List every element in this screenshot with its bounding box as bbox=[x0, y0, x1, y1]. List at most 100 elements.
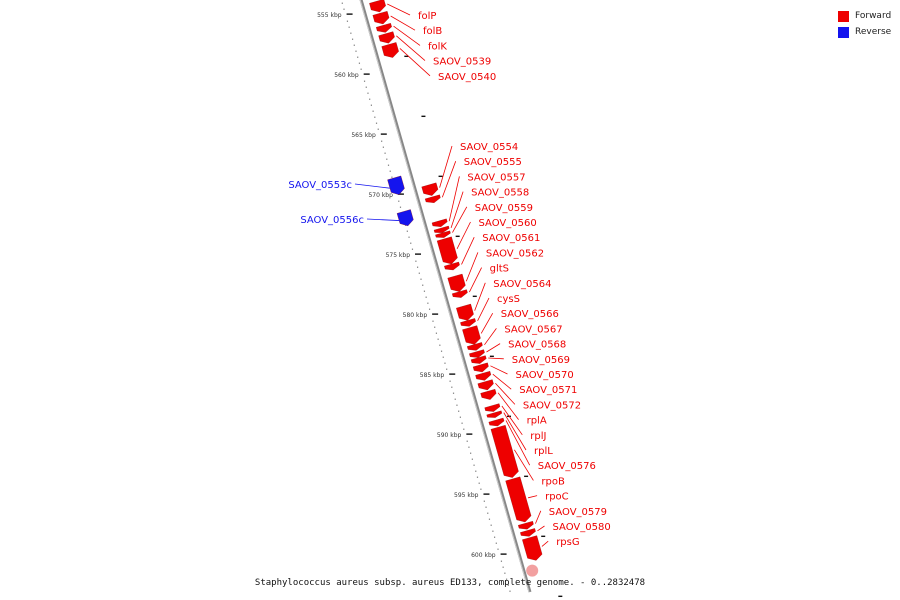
gene-arrow-saov_0560 bbox=[436, 236, 458, 265]
minor-tick bbox=[357, 56, 359, 58]
gene-arrow-saov_0554 bbox=[421, 182, 439, 196]
minor-tick bbox=[505, 578, 508, 580]
minor-tick bbox=[495, 542, 497, 544]
gene-arrow-folp bbox=[369, 0, 386, 13]
gene-label-saov_0576: SAOV_0576 bbox=[538, 461, 596, 472]
gene-label-saov_0571: SAOV_0571 bbox=[519, 385, 577, 396]
minor-tick bbox=[391, 176, 393, 178]
gene-leader-cyss bbox=[477, 297, 490, 321]
minor-tick bbox=[444, 362, 446, 364]
gene-arrow-saov_0556c bbox=[396, 209, 414, 227]
gene-label-saov_0555: SAOV_0555 bbox=[464, 157, 522, 168]
minor-tick bbox=[442, 356, 444, 358]
gene-leader-saov_0561 bbox=[461, 237, 475, 265]
gene-leader-saov_0555 bbox=[441, 161, 457, 198]
gene-label-saov_0572: SAOV_0572 bbox=[523, 400, 581, 411]
minor-tick bbox=[416, 266, 419, 268]
view-end-marker bbox=[526, 564, 539, 577]
gene-label-rpla: rplA bbox=[527, 416, 547, 427]
gene-leader-saov_0553c bbox=[354, 183, 390, 189]
gene-arrow-saov_0566 bbox=[462, 325, 481, 345]
gene-leader-saov_0539 bbox=[396, 35, 426, 61]
minor-tick bbox=[454, 398, 456, 400]
minor-tick bbox=[381, 140, 383, 142]
gene-label-saov_0557: SAOV_0557 bbox=[467, 172, 525, 183]
minor-tick bbox=[492, 530, 494, 532]
gene-label-cyss: cysS bbox=[497, 294, 520, 305]
gene-leader-saov_0568 bbox=[486, 343, 501, 353]
gene-leader-rpsg bbox=[541, 540, 549, 547]
gene-leader-saov_0570 bbox=[490, 365, 508, 375]
gene-label-saov_0561: SAOV_0561 bbox=[482, 233, 540, 244]
minor-tick bbox=[502, 566, 504, 568]
gene-label-saov_0554: SAOV_0554 bbox=[460, 142, 518, 153]
gene-leader-rpla bbox=[497, 392, 519, 420]
minor-tick bbox=[478, 482, 480, 484]
gene-leader-saov_0559 bbox=[452, 206, 468, 233]
minor-tick bbox=[398, 200, 400, 202]
gene-label-rpob: rpoB bbox=[541, 476, 565, 487]
gene-leader-saov_0576 bbox=[505, 420, 531, 466]
minor-tick bbox=[355, 50, 357, 52]
minor-tick bbox=[370, 104, 372, 106]
legend-item-forward: Forward bbox=[838, 9, 891, 23]
minor-tick bbox=[387, 164, 390, 166]
gene-label-folk: folK bbox=[428, 41, 447, 52]
minor-tick bbox=[470, 452, 472, 454]
gene-leader-folp bbox=[387, 3, 411, 16]
gene-label-saov_0566: SAOV_0566 bbox=[501, 309, 559, 320]
minor-tick bbox=[374, 116, 376, 118]
tick-label: 555 kbp bbox=[317, 12, 342, 19]
forward-swatch-icon bbox=[838, 10, 849, 22]
gene-leader-saov_0556c bbox=[366, 218, 400, 221]
minor-tick bbox=[461, 422, 463, 424]
minor-tick bbox=[343, 8, 345, 10]
gene-label-saov_0568: SAOV_0568 bbox=[508, 340, 566, 351]
minor-tick bbox=[384, 152, 386, 154]
minor-tick bbox=[348, 26, 350, 28]
gene-arrow-saov_0567 bbox=[467, 342, 483, 351]
minor-tick bbox=[389, 170, 391, 172]
minor-tick bbox=[488, 518, 491, 520]
gene-label-saov_0564: SAOV_0564 bbox=[493, 279, 551, 290]
gene-arrow-saov_0561 bbox=[444, 261, 460, 271]
minor-tick bbox=[483, 500, 485, 502]
gene-label-saov_0570: SAOV_0570 bbox=[516, 370, 574, 381]
minor-tick bbox=[476, 476, 479, 478]
minor-tick bbox=[406, 230, 408, 232]
gene-arrow-folb bbox=[372, 11, 390, 25]
minor-tick bbox=[497, 548, 499, 550]
legend-label-forward: Forward bbox=[855, 11, 892, 21]
gene-label-saov_0559: SAOV_0559 bbox=[475, 203, 533, 214]
gene-arrow-rpla bbox=[480, 389, 497, 400]
legend: Forward Reverse bbox=[838, 9, 891, 41]
minor-tick bbox=[458, 410, 460, 412]
legend-label-reverse: Reverse bbox=[855, 27, 892, 37]
gene-leader-saov_0569 bbox=[488, 357, 504, 360]
minor-tick bbox=[358, 62, 361, 64]
gene-label-saov_0558: SAOV_0558 bbox=[471, 188, 529, 199]
gene-arrow-saov_0539 bbox=[378, 31, 395, 44]
gene-arrow-saov_0559 bbox=[435, 230, 451, 238]
gene-label-saov_0567: SAOV_0567 bbox=[504, 324, 562, 335]
gene-label-glts: gltS bbox=[490, 264, 509, 275]
gene-arrow-rpsg bbox=[522, 535, 543, 561]
minor-tick bbox=[372, 110, 374, 112]
minor-tick bbox=[490, 524, 492, 526]
gene-leader-saov_0560 bbox=[456, 221, 471, 249]
genome-backbone-highlight bbox=[359, 0, 530, 593]
gene-label-rpoc: rpoC bbox=[545, 492, 569, 503]
tick-label: 600 kbp bbox=[471, 552, 496, 559]
gene-arrow-saov_0576 bbox=[488, 417, 505, 427]
gene-arrow-saov_0564 bbox=[456, 303, 474, 321]
minor-tick bbox=[399, 206, 402, 208]
minor-tick bbox=[480, 488, 482, 490]
minor-tick bbox=[437, 338, 439, 340]
minor-tick bbox=[475, 470, 477, 472]
gene-label-rpsg: rpsG bbox=[556, 537, 579, 548]
gene-label-saov_0553c: SAOV_0553c bbox=[288, 180, 352, 191]
gene-label-saov_0562: SAOV_0562 bbox=[486, 248, 544, 259]
gene-arrow-folk bbox=[376, 23, 392, 33]
tick-label: 580 kbp bbox=[403, 312, 428, 319]
